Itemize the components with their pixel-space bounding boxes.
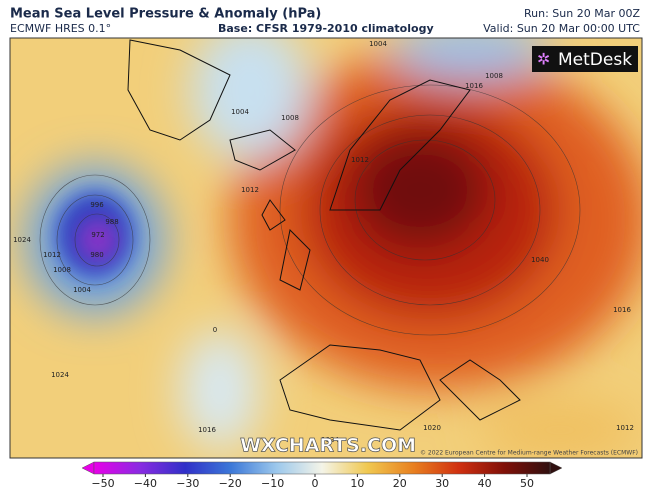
colorbar-tick-label: −20 [219,477,242,490]
map-frame [9,37,643,459]
watermark: WXCHARTS.COM [240,435,416,457]
colorbar-max-arrow [549,461,563,475]
isobar-label: 1008 [485,72,503,80]
valid: Valid: Sun 20 Mar 00:00 UTC [483,22,640,35]
isobar-label: 1004 [231,108,249,116]
title: Mean Sea Level Pressure & Anomaly (hPa) [10,7,321,22]
colorbar-tick-label: −10 [261,477,284,490]
colorbar-min-arrow [81,461,95,475]
isobar-label: 1024 [321,436,339,444]
map: 1004100810161024101210041008102410121008… [10,38,642,458]
base: Base: CFSR 1979-2010 climatology [218,22,434,35]
colorbar-tick-label: −30 [176,477,199,490]
isobar-label: 1012 [43,251,61,259]
isobar-label: 1008 [281,114,299,122]
isobar-label: 1016 [465,82,483,90]
logo-icon: ✲ [537,50,550,69]
isobar-label: 1004 [73,286,91,294]
isobar-label: 988 [105,218,118,226]
isobar-label: 1008 [53,266,71,274]
colorbar-tick-label: 50 [520,477,534,490]
isobar-label: 1012 [616,424,634,432]
colorbar-tick-label: 10 [350,477,364,490]
isobar-label: 996 [90,201,104,209]
model: ECMWF HRES 0.1° [10,22,111,35]
isobar-label: 980 [90,251,103,259]
isobar-label: 1012 [241,186,259,194]
colorbar-tick-label: −50 [91,477,114,490]
isobar-label: 1004 [369,40,387,48]
isobar-label: 1020 [423,424,441,432]
logo-box [532,46,638,72]
isobar-label: 0 [213,326,217,334]
colorbar [93,461,551,475]
isobar-label: 1024 [13,236,31,244]
colorbar-tick-label: 40 [478,477,492,490]
logo: MetDesk [558,50,632,70]
isobar-label: 972 [91,231,104,239]
colorbar-tick-label: 20 [393,477,407,490]
isobar-label: 1016 [613,306,631,314]
run: Run: Sun 20 Mar 00Z [524,7,640,20]
colorbar-tick-label: 30 [435,477,449,490]
isobar-label: 1016 [198,426,216,434]
isobar-label: 1040 [531,256,549,264]
copyright: © 2022 European Centre for Medium-range … [420,450,638,457]
isobar-label: 1024 [51,371,69,379]
colorbar-tick-label: 0 [312,477,319,490]
colorbar-tick-label: −40 [134,477,157,490]
isobar-label: 1012 [351,156,369,164]
